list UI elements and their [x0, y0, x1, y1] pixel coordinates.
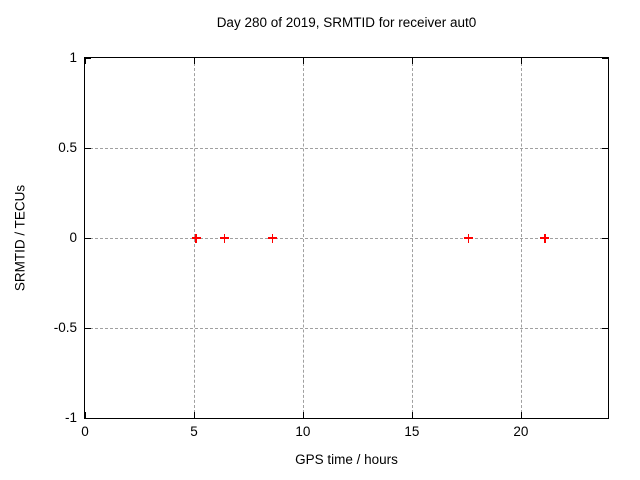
x-tick-top — [302, 58, 304, 64]
y-tick-right — [602, 418, 608, 419]
x-tick-label: 15 — [404, 424, 420, 439]
x-tick-top — [411, 58, 413, 64]
marker-v-stroke — [271, 233, 274, 243]
x-tick-top — [85, 58, 86, 64]
x-tick-top — [193, 58, 195, 64]
y-gridline — [85, 238, 608, 239]
y-tick-right — [602, 328, 608, 329]
x-tick-bottom — [302, 412, 304, 418]
y-tick-left — [85, 328, 91, 329]
y-axis-label: SRMTID / TECUs — [12, 184, 28, 292]
marker-v-stroke — [467, 233, 470, 243]
y-tick-left — [85, 148, 91, 149]
x-tick-bottom — [193, 412, 195, 418]
data-point-marker — [464, 233, 474, 243]
y-tick-right — [602, 58, 608, 59]
x-tick-label: 5 — [190, 424, 198, 439]
y-tick-left — [85, 58, 91, 59]
x-tick-label: 20 — [513, 424, 529, 439]
y-tick-right — [602, 148, 608, 149]
y-tick-left — [85, 238, 91, 239]
x-tick-label: 10 — [295, 424, 311, 439]
x-tick-top — [520, 58, 522, 64]
x-tick-label: 0 — [81, 424, 89, 439]
data-point-marker — [191, 233, 201, 243]
marker-v-stroke — [195, 233, 197, 243]
data-point-marker — [219, 233, 229, 243]
y-tick-label: 0.5 — [58, 140, 77, 155]
data-point-marker — [540, 233, 550, 243]
x-tick-bottom — [411, 412, 413, 418]
y-tick-left — [85, 418, 91, 419]
y-gridline — [85, 148, 608, 149]
x-axis-label: GPS time / hours — [295, 452, 398, 467]
data-point-marker — [267, 233, 277, 243]
y-tick-right — [602, 238, 608, 239]
y-gridline — [85, 328, 608, 329]
x-tick-bottom — [520, 412, 522, 418]
chart-title: Day 280 of 2019, SRMTID for receiver aut… — [216, 15, 477, 30]
marker-v-stroke — [223, 233, 226, 243]
plot-area — [84, 57, 609, 419]
y-tick-label: 0 — [69, 230, 77, 245]
y-tick-label: -1 — [64, 410, 77, 425]
y-tick-label: -0.5 — [53, 320, 77, 335]
y-tick-label: 1 — [69, 50, 77, 65]
x-tick-bottom — [85, 412, 86, 418]
marker-v-stroke — [543, 233, 546, 243]
